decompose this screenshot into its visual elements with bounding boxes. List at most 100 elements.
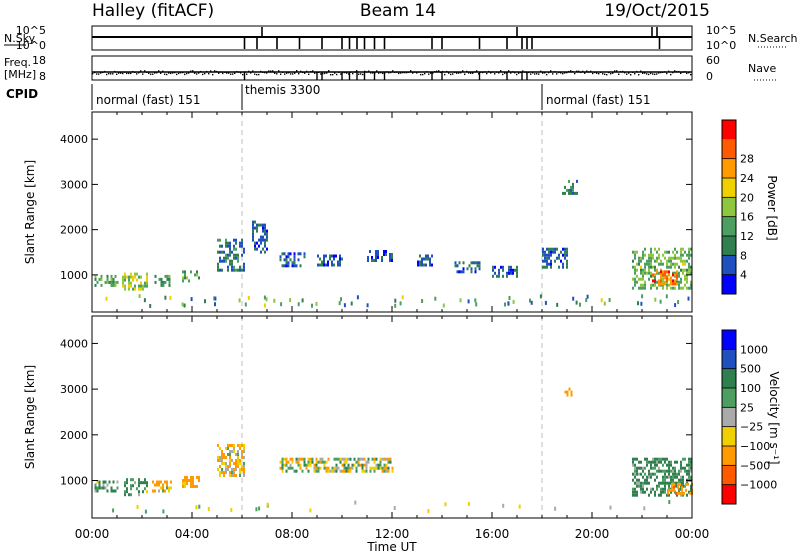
velocity-colorbar-cell [722, 446, 736, 466]
cpid-segment-3: normal (fast) 151 [546, 93, 650, 107]
power-echo-region [492, 265, 518, 278]
power-colorbar-tick: 20 [740, 191, 754, 204]
velocity-ytick-label: 4000 [60, 337, 88, 350]
power-colorbar-tick: 8 [740, 249, 747, 262]
power-ground-scatter-cell [340, 297, 342, 302]
time-tick-label: 20:00 [575, 527, 610, 541]
nsky-label: N.Sky [4, 32, 36, 45]
power-echo-region [454, 261, 481, 274]
velocity-colorbar-cell [722, 368, 736, 388]
power-ground-scatter-cell [474, 298, 477, 303]
power-ground-scatter-cell [572, 296, 575, 301]
power-ground-scatter-cell [394, 298, 397, 303]
nsky-tick-top: 10^5 [16, 24, 46, 37]
power-echo-region [154, 274, 171, 287]
power-ground-scatter-cell [143, 298, 146, 303]
nsearch-tick-bottom: 10^0 [706, 39, 736, 52]
velocity-colorbar-tick: 25 [740, 401, 754, 414]
power-ground-scatter-cell [637, 301, 639, 306]
power-echo-region [252, 220, 268, 254]
velocity-ground-scatter-cell [195, 505, 198, 510]
freq-tick-top: 18 [32, 54, 46, 67]
velocity-colorbar-tick: −500 [740, 459, 770, 472]
power-ground-scatter-cell [608, 298, 611, 302]
power-ground-scatter-cell [280, 302, 283, 307]
power-ground-scatter-cell [394, 303, 397, 308]
cpid-segment-2: themis 3300 [245, 83, 320, 97]
power-ground-scatter-cell [204, 299, 206, 304]
velocity-echo-region [217, 444, 245, 477]
power-ground-scatter-cell [586, 294, 589, 299]
power-ground-scatter-cell [265, 297, 268, 302]
velocity-colorbar-tick: 1000 [740, 343, 768, 356]
velocity-ground-scatter-cell [518, 504, 521, 509]
velocity-ground-scatter-cell [309, 508, 312, 513]
velocity-ground-scatter-cell [643, 506, 646, 511]
power-echo-region [122, 272, 148, 291]
power-colorbar-tick: 12 [740, 230, 754, 243]
power-colorbar-cell [722, 274, 736, 294]
velocity-echo-region [564, 387, 573, 397]
power-ground-scatter-cell [442, 303, 445, 308]
freq-strip-frame [91, 55, 693, 81]
time-tick-label: 16:00 [475, 527, 510, 541]
power-ground-scatter-cell [665, 294, 668, 299]
power-ground-scatter-cell [556, 302, 559, 307]
velocity-echo-region [182, 476, 200, 488]
power-ground-scatter-cell [687, 296, 690, 301]
power-colorbar: 4 8 12 16 20 24 28 Power [dB] [721, 119, 779, 295]
velocity-colorbar: 1000 500 100 25 −25 −100 −500 −1000 Velocity [m… [721, 329, 781, 505]
velocity-ground-scatter-cell [198, 504, 201, 509]
power-echo-region [279, 252, 306, 268]
power-echo-region [367, 250, 393, 262]
power-ground-scatter-cell [459, 298, 462, 303]
velocity-ground-scatter-cell [427, 509, 430, 514]
velocity-colorbar-cell [722, 407, 736, 427]
velocity-colorbar-tick: 100 [740, 382, 761, 395]
power-panel: 1000 2000 3000 4000 Slant Range [km] [23, 111, 693, 313]
power-ground-scatter-cell [105, 296, 108, 301]
power-ground-scatter-cell [579, 302, 581, 307]
power-ground-scatter-cell [273, 298, 276, 303]
velocity-echo-region [124, 478, 148, 497]
velocity-ground-scatter-cell [354, 500, 357, 505]
freq-unit: [MHz] [4, 68, 36, 81]
power-ground-scatter-cell [183, 303, 186, 308]
power-echo-region [542, 247, 568, 269]
power-ground-scatter-cell [467, 299, 470, 304]
nsky-tick-bottom: 10^0 [16, 39, 46, 52]
freq-tick-bottom: 8 [39, 70, 46, 83]
velocity-ytick-label: 3000 [60, 383, 88, 396]
velocity-ground-scatter-cell [230, 508, 233, 512]
power-colorbar-cell [722, 120, 736, 140]
velocity-ground-scatter-cell [668, 500, 671, 504]
velocity-ground-scatter-cell [266, 502, 269, 507]
power-colorbar-label: Power [dB] [765, 175, 779, 240]
power-ground-scatter-cell [640, 301, 643, 306]
power-echo-region [317, 254, 343, 267]
power-colorbar-cell [722, 139, 736, 159]
velocity-ground-scatter-cell [444, 502, 447, 507]
power-ground-scatter-cell [401, 295, 404, 300]
power-ground-scatter-cell [600, 298, 603, 303]
nave-tick-top: 60 [706, 54, 720, 67]
nsearch-tick-top: 10^5 [706, 24, 736, 37]
power-ground-scatter-cell [504, 302, 506, 307]
power-ground-scatter-cell [366, 303, 369, 308]
power-ground-scatter-cell [654, 297, 657, 302]
power-colorbar-cell [722, 216, 736, 236]
velocity-ground-scatter-cell [144, 509, 147, 514]
power-ground-scatter-cell [311, 303, 313, 308]
power-colorbar-cell [722, 158, 736, 178]
velocity-colorbar-tick: −1000 [740, 479, 777, 492]
velocity-colorbar-tick: 500 [740, 363, 761, 376]
power-ground-scatter-cell [641, 294, 644, 299]
velocity-ground-scatter-cell [609, 505, 612, 510]
power-ground-scatter-cell [238, 298, 241, 303]
power-ground-scatter-cell [508, 296, 511, 300]
station-title: Halley (fitACF) [92, 1, 214, 21]
power-echo-region [217, 238, 245, 272]
power-ground-scatter-cell [263, 303, 266, 308]
power-echo-region [417, 254, 433, 267]
